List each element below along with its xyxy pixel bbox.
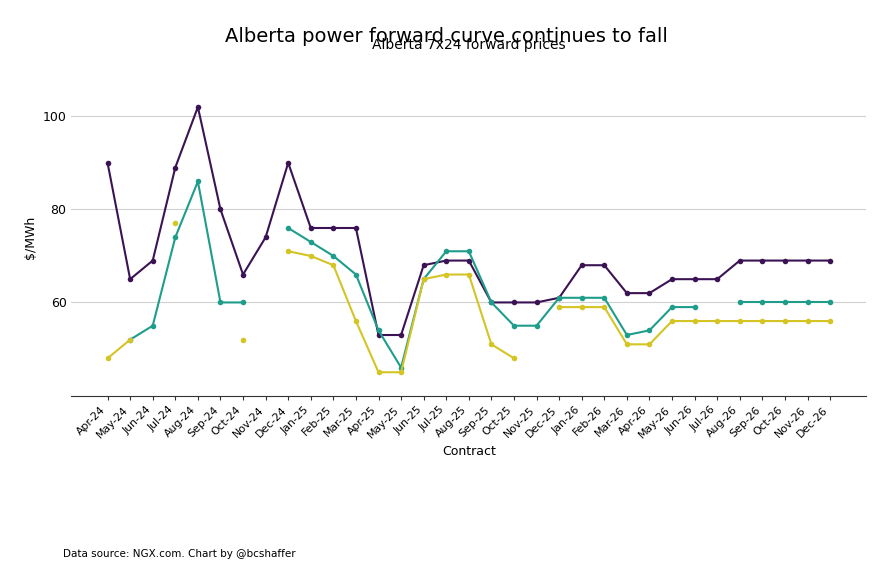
Jan 10 Settle (102, 159, 113, 166)
March 10 Settle (170, 234, 180, 241)
Jan 10 Settle (712, 276, 722, 282)
Text: Alberta power forward curve continues to fall: Alberta power forward curve continues to… (225, 27, 668, 46)
Jan 10 Settle (554, 294, 564, 301)
March 10 Settle (193, 178, 204, 185)
April 10 Settle (125, 336, 136, 343)
Jan 10 Settle (622, 290, 632, 297)
March 10 Settle (125, 336, 136, 343)
Jan 10 Settle (125, 276, 136, 282)
Jan 10 Settle (463, 257, 474, 264)
Jan 10 Settle (667, 276, 678, 282)
Jan 10 Settle (418, 262, 429, 268)
Jan 10 Settle (441, 257, 452, 264)
Jan 10 Settle (757, 257, 768, 264)
Jan 10 Settle (531, 299, 542, 306)
Jan 10 Settle (260, 234, 271, 241)
Jan 10 Settle (825, 257, 836, 264)
Jan 10 Settle (734, 257, 745, 264)
Jan 10 Settle (305, 225, 316, 232)
Jan 10 Settle (689, 276, 700, 282)
March 10 Settle (147, 322, 158, 329)
Jan 10 Settle (373, 332, 384, 338)
Line: April 10 Settle: April 10 Settle (104, 337, 133, 361)
Jan 10 Settle (351, 225, 362, 232)
Jan 10 Settle (486, 299, 497, 306)
Line: March 10 Settle: March 10 Settle (128, 179, 246, 342)
Text: Data source: NGX.com. Chart by @bcshaffer: Data source: NGX.com. Chart by @bcshaffe… (63, 549, 295, 559)
March 10 Settle (215, 299, 226, 306)
Jan 10 Settle (576, 262, 587, 268)
April 10 Settle (102, 355, 113, 362)
Jan 10 Settle (780, 257, 790, 264)
Jan 10 Settle (238, 271, 248, 278)
Jan 10 Settle (215, 206, 226, 213)
Y-axis label: $/MWh: $/MWh (24, 216, 38, 259)
Jan 10 Settle (328, 225, 338, 232)
Jan 10 Settle (283, 159, 294, 166)
Jan 10 Settle (644, 290, 655, 297)
Jan 10 Settle (509, 299, 520, 306)
March 10 Settle (238, 299, 248, 306)
Jan 10 Settle (193, 103, 204, 110)
X-axis label: Contract: Contract (442, 445, 496, 458)
Jan 10 Settle (396, 332, 406, 338)
Line: Jan 10 Settle: Jan 10 Settle (104, 104, 833, 338)
Title: Alberta 7x24 forward prices: Alberta 7x24 forward prices (372, 37, 565, 51)
Jan 10 Settle (147, 257, 158, 264)
Jan 10 Settle (802, 257, 813, 264)
Jan 10 Settle (170, 164, 180, 171)
Jan 10 Settle (599, 262, 610, 268)
